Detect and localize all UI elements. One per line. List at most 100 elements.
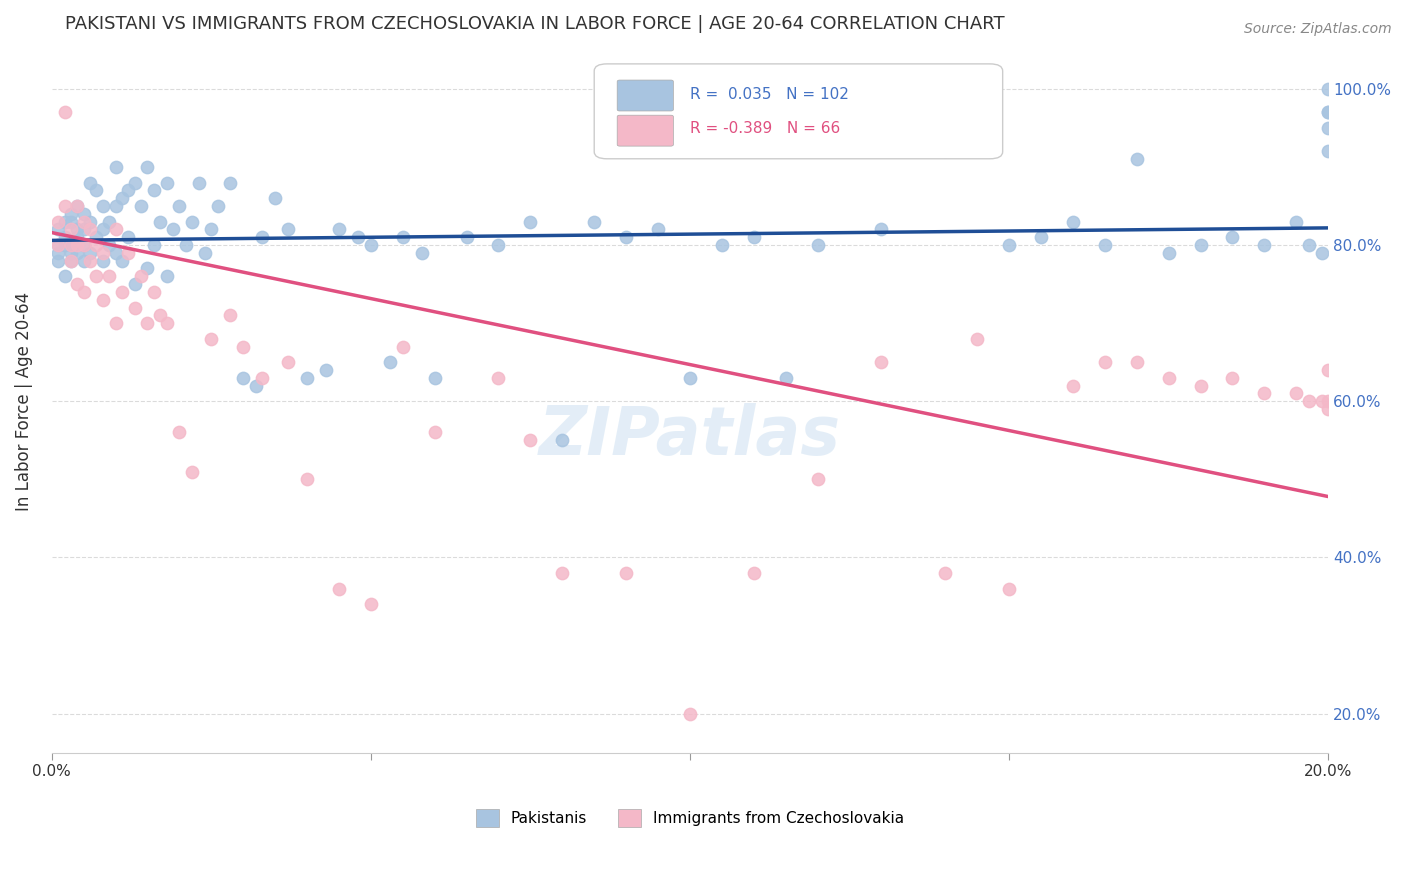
Point	[53, 199, 76, 213]
Point	[181, 214, 204, 228]
Point	[488, 238, 510, 252]
Point	[1062, 214, 1084, 228]
Point	[124, 277, 146, 292]
Point	[86, 230, 108, 244]
Point	[328, 582, 350, 596]
Point	[1298, 238, 1320, 252]
Point	[1285, 386, 1308, 401]
Point	[59, 207, 82, 221]
Point	[66, 199, 89, 213]
Text: Source: ZipAtlas.com: Source: ZipAtlas.com	[1244, 22, 1392, 37]
Point	[136, 160, 159, 174]
Point	[91, 245, 114, 260]
Point	[91, 253, 114, 268]
Point	[456, 230, 478, 244]
Point	[79, 222, 101, 236]
Point	[998, 238, 1021, 252]
Point	[1317, 394, 1340, 409]
Point	[378, 355, 401, 369]
Point	[647, 222, 669, 236]
Point	[411, 245, 433, 260]
Point	[73, 238, 96, 252]
Point	[73, 238, 96, 252]
Point	[1317, 402, 1340, 417]
Point	[91, 222, 114, 236]
Point	[111, 285, 134, 299]
Point	[66, 277, 89, 292]
Point	[1298, 394, 1320, 409]
Point	[1317, 105, 1340, 120]
Text: R =  0.035   N = 102: R = 0.035 N = 102	[690, 87, 849, 102]
Point	[79, 253, 101, 268]
Point	[328, 222, 350, 236]
Point	[66, 199, 89, 213]
Point	[98, 238, 121, 252]
Point	[129, 269, 152, 284]
Point	[391, 230, 413, 244]
Point	[870, 222, 893, 236]
Point	[104, 199, 127, 213]
Point	[1094, 355, 1116, 369]
Point	[742, 230, 765, 244]
FancyBboxPatch shape	[617, 115, 673, 146]
Point	[1253, 238, 1275, 252]
Point	[98, 214, 121, 228]
Point	[1317, 82, 1340, 96]
Point	[252, 371, 274, 385]
Point	[46, 253, 69, 268]
Point	[245, 378, 267, 392]
Point	[1317, 145, 1340, 159]
Point	[775, 371, 797, 385]
Point	[79, 176, 101, 190]
Point	[1189, 378, 1212, 392]
Point	[1253, 386, 1275, 401]
FancyBboxPatch shape	[617, 80, 673, 111]
Point	[1222, 371, 1244, 385]
Text: ZIPatlas: ZIPatlas	[538, 403, 841, 469]
Point	[1125, 355, 1147, 369]
Point	[104, 316, 127, 330]
Point	[79, 245, 101, 260]
Point	[156, 269, 179, 284]
Point	[136, 261, 159, 276]
Point	[53, 105, 76, 120]
Point	[614, 566, 637, 580]
Point	[277, 222, 299, 236]
Point	[162, 222, 184, 236]
Point	[53, 214, 76, 228]
Point	[124, 176, 146, 190]
Point	[59, 238, 82, 252]
Point	[156, 316, 179, 330]
Point	[194, 245, 217, 260]
Point	[423, 371, 446, 385]
Point	[219, 176, 242, 190]
Point	[1094, 238, 1116, 252]
Point	[870, 355, 893, 369]
Text: R = -0.389   N = 66: R = -0.389 N = 66	[690, 121, 841, 136]
Point	[200, 332, 222, 346]
Point	[181, 465, 204, 479]
Point	[149, 309, 172, 323]
Point	[66, 230, 89, 244]
Point	[104, 245, 127, 260]
Point	[1157, 371, 1180, 385]
Point	[614, 230, 637, 244]
Point	[252, 230, 274, 244]
Point	[806, 472, 828, 486]
Point	[1310, 245, 1333, 260]
Point	[73, 285, 96, 299]
Point	[98, 269, 121, 284]
Point	[806, 238, 828, 252]
Point	[156, 176, 179, 190]
Point	[488, 371, 510, 385]
Point	[86, 183, 108, 197]
Point	[59, 222, 82, 236]
Point	[232, 340, 254, 354]
Legend: Pakistanis, Immigrants from Czechoslovakia: Pakistanis, Immigrants from Czechoslovak…	[470, 803, 910, 833]
Point	[295, 371, 318, 385]
Point	[264, 191, 287, 205]
Point	[104, 160, 127, 174]
Point	[46, 214, 69, 228]
Point	[91, 293, 114, 307]
Point	[86, 238, 108, 252]
